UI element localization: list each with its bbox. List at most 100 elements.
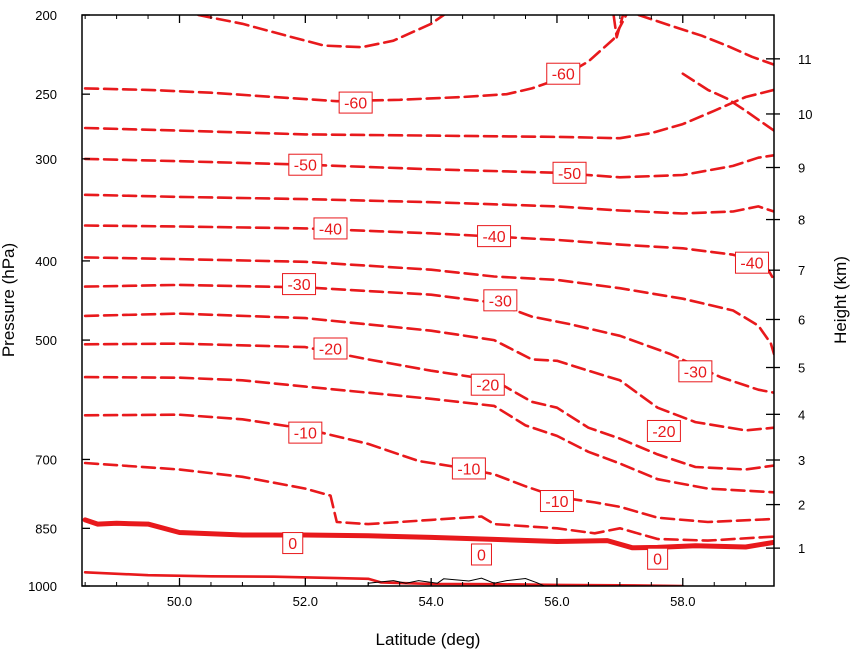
contour-label: -50: [552, 161, 587, 184]
contour-label-box: [338, 91, 373, 114]
contour-label-text: -40: [482, 229, 505, 246]
contour-label-box: [282, 532, 304, 555]
contour-line-minus10: [83, 461, 774, 542]
x-tick-label: 56.0: [544, 594, 569, 609]
y2-tick-label: 10: [798, 107, 812, 122]
contour-label: -20: [646, 419, 681, 442]
contour-line-minus10: [83, 375, 774, 494]
contour-label: -40: [313, 217, 348, 240]
contour-label-text: -20: [652, 424, 675, 441]
contour-line-minus50: [83, 154, 774, 179]
contour-label-box: [313, 337, 348, 360]
contour-label: -10: [288, 421, 323, 444]
y2-tick-label: 7: [798, 263, 805, 278]
contour-label-box: [470, 543, 492, 566]
contour-label-box: [451, 457, 486, 480]
y-tick-label: 300: [35, 152, 57, 167]
contour-label-text: -30: [489, 293, 512, 310]
y2-tick-label: 2: [798, 498, 805, 513]
contour-label: -30: [678, 360, 713, 383]
contour-label-box: [288, 421, 323, 444]
contour-line-minus40: [83, 193, 774, 215]
contour-label: -20: [470, 373, 505, 396]
contour-label-text: 0: [653, 552, 662, 569]
contour-label: -40: [734, 251, 769, 274]
plot-frame: [81, 14, 775, 587]
y-tick-label: 250: [35, 87, 57, 102]
contour-labels: -60 -60 -50 -50 -40 -40 -40 -30 -30 -30 -20 -20 -20 -…: [282, 62, 769, 570]
contour-label-box: [678, 360, 713, 383]
contour-line-minus10: [83, 413, 774, 524]
contour-label: -10: [539, 490, 574, 513]
y2-tick-label: 5: [798, 361, 805, 376]
contour-label: -30: [282, 273, 317, 296]
contour-label-text: -10: [294, 426, 317, 443]
contour-line-minus50: [83, 88, 774, 140]
contour-label-text: -50: [558, 166, 581, 183]
contour-label-box: [313, 217, 348, 240]
contour-label-text: -60: [344, 96, 367, 113]
contour-label-text: -40: [319, 221, 342, 238]
contour-label-text: 0: [477, 547, 486, 564]
contour-label-text: -20: [319, 341, 342, 358]
contour-label: -10: [451, 457, 486, 480]
contour-label: 0: [282, 532, 304, 555]
contour-label-text: -30: [684, 364, 707, 381]
contour-label-box: [647, 547, 669, 570]
contour-label-text: -30: [287, 277, 310, 294]
x-tick-label: 50.0: [167, 594, 192, 609]
contour-label-text: 0: [288, 536, 297, 553]
contour-label: -40: [477, 225, 512, 248]
contour-line-minus20: [83, 342, 774, 471]
contour-label-text: -20: [476, 378, 499, 395]
contour-line-minus40: [83, 224, 774, 282]
contour-label: -60: [546, 62, 581, 85]
y2-tick-label: 9: [798, 161, 805, 176]
y-tick-label: 200: [35, 8, 57, 23]
contour-lines: [82, 15, 774, 586]
contour-line-minus30: [83, 256, 774, 356]
contour-label: 0: [470, 543, 492, 566]
contour-label-box: [483, 289, 518, 312]
y2-tick-label: 3: [798, 453, 805, 468]
contour-label: -20: [313, 337, 348, 360]
contour-label-text: -50: [294, 158, 317, 175]
contour-label-box: [546, 62, 581, 85]
y-tick-label: 850: [35, 521, 57, 536]
y2-axis-label: Height (km): [831, 256, 850, 344]
contour-label: 0: [647, 547, 669, 570]
contour-label-box: [282, 273, 317, 296]
contour-line-minus30: [83, 283, 774, 394]
contour-label-box: [539, 490, 574, 513]
contour-label-box: [477, 225, 512, 248]
x-tick-label: 58.0: [670, 594, 695, 609]
contour-label-box: [470, 373, 505, 396]
contour-label-box: [552, 161, 587, 184]
y-tick-label: 400: [35, 254, 57, 269]
contour-label-text: -10: [457, 461, 480, 478]
y-tick-label: 700: [35, 452, 57, 467]
contour-label: -60: [338, 91, 373, 114]
contour-label-box: [288, 153, 323, 176]
y2-tick-label: 11: [798, 52, 812, 67]
y-tick-label: 1000: [28, 579, 57, 594]
contour-line-minus60: [612, 15, 625, 39]
contour-line-minus20: [83, 312, 774, 432]
x-axis-label: Latitude (deg): [376, 630, 481, 649]
terrain-outline: [367, 577, 545, 586]
contour-label-text: -60: [552, 67, 575, 84]
y-tick-label: 500: [35, 333, 57, 348]
x-tick-label: 54.0: [418, 594, 443, 609]
y2-tick-label: 8: [798, 213, 805, 228]
y2-tick-label: 6: [798, 312, 805, 327]
contour-line-minus60: [681, 72, 774, 132]
contour-label-box: [734, 251, 769, 274]
contour-label: -50: [288, 153, 323, 176]
y2-tick-label: 1: [798, 541, 805, 556]
axis-ticks: 50.0 52.0 54.0 56.0 58.020025030040050070085…: [28, 8, 812, 609]
contour-label: -30: [483, 289, 518, 312]
contour-line-minus60: [197, 15, 445, 49]
y2-tick-label: 4: [798, 407, 805, 422]
contour-line-0: [83, 571, 685, 586]
